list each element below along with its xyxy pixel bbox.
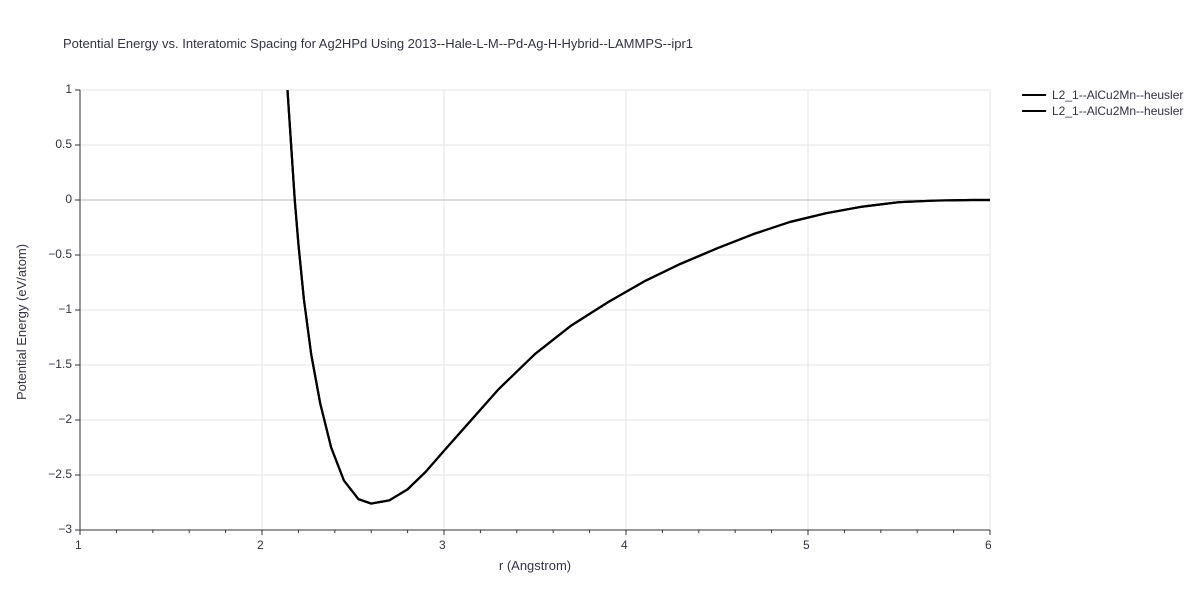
x-axis-label: r (Angstrom) bbox=[80, 558, 990, 573]
legend-label: L2_1--AlCu2Mn--heusler bbox=[1052, 88, 1183, 102]
y-tick-label: −3 bbox=[58, 522, 72, 536]
y-tick-label: −2 bbox=[58, 412, 72, 426]
x-tick-label: 3 bbox=[439, 538, 446, 552]
chart-svg bbox=[80, 90, 990, 530]
legend-swatch bbox=[1022, 94, 1046, 96]
y-tick-label: 0 bbox=[65, 192, 72, 206]
series-line bbox=[287, 90, 990, 504]
y-tick-label: −0.5 bbox=[48, 247, 72, 261]
y-tick-label: 0.5 bbox=[55, 137, 72, 151]
legend-swatch bbox=[1022, 110, 1046, 112]
legend-item[interactable]: L2_1--AlCu2Mn--heusler bbox=[1022, 104, 1183, 118]
x-tick-label: 6 bbox=[985, 538, 992, 552]
y-axis-label: Potential Energy (eV/atom) bbox=[14, 244, 29, 400]
legend: L2_1--AlCu2Mn--heusler L2_1--AlCu2Mn--heu… bbox=[1022, 88, 1183, 120]
y-tick-label: −1 bbox=[58, 302, 72, 316]
y-tick-label: −1.5 bbox=[48, 357, 72, 371]
x-tick-label: 5 bbox=[803, 538, 810, 552]
y-tick-label: 1 bbox=[65, 82, 72, 96]
x-tick-label: 1 bbox=[75, 538, 82, 552]
x-tick-label: 2 bbox=[257, 538, 264, 552]
legend-label: L2_1--AlCu2Mn--heusler bbox=[1052, 104, 1183, 118]
series-line bbox=[287, 90, 990, 504]
x-tick-label: 4 bbox=[621, 538, 628, 552]
plot-area bbox=[80, 90, 990, 530]
y-tick-label: −2.5 bbox=[48, 467, 72, 481]
legend-item[interactable]: L2_1--AlCu2Mn--heusler bbox=[1022, 88, 1183, 102]
chart-title: Potential Energy vs. Interatomic Spacing… bbox=[63, 36, 693, 51]
